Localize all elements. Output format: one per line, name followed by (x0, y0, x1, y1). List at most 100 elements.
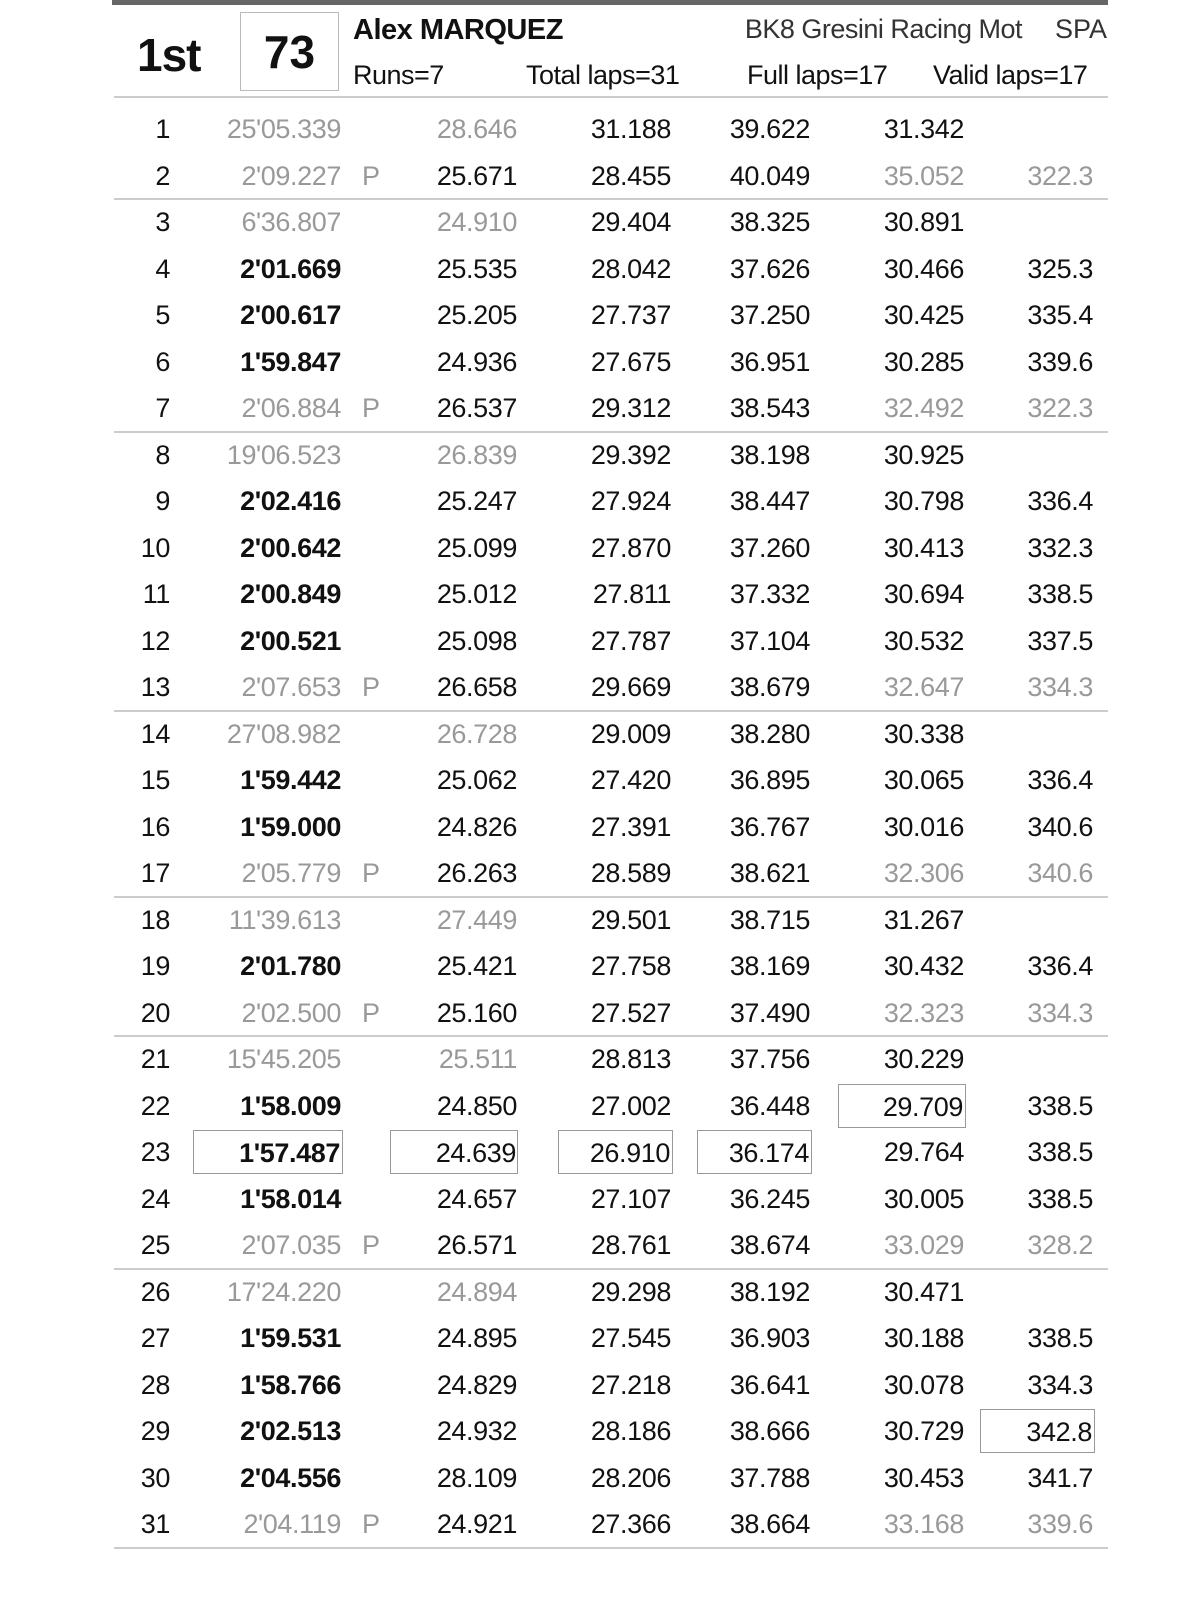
sector-1: 24.639 (390, 1130, 518, 1174)
sector-1: 25.671 (436, 160, 518, 191)
top-speed (980, 432, 1095, 478)
sector-3: 38.664 (729, 1509, 811, 1539)
lap-row: 21 15'45.205 25.511 28.813 37.756 30.229 (0, 1036, 1200, 1082)
sector-2: 28.813 (590, 1044, 672, 1074)
lap-time: 1'58.009 (240, 1090, 341, 1121)
pit-marker (362, 1129, 388, 1175)
position: 1st (137, 29, 201, 81)
sector-2: 27.107 (590, 1183, 672, 1214)
pit-marker (362, 432, 388, 478)
sector-2: 27.391 (590, 811, 672, 842)
lap-row: 16 1'59.000 24.826 27.391 36.767 30.016 340.6 (0, 804, 1200, 850)
top-border (112, 0, 1108, 5)
sector-1: 24.657 (436, 1183, 518, 1214)
sector-4: 30.891 (883, 207, 965, 237)
sector-1: 25.099 (436, 532, 518, 563)
lap-number: 25 (140, 1230, 171, 1260)
top-speed: 338.5 (1027, 1323, 1093, 1353)
lap-time: 19'06.523 (226, 439, 342, 470)
sector-1: 26.728 (436, 718, 518, 749)
top-speed: 322.3 (1027, 393, 1093, 423)
sector-1: 25.098 (436, 625, 518, 656)
sector-4: 30.065 (883, 765, 965, 795)
sector-1: 25.247 (436, 486, 518, 516)
lap-time: 1'58.766 (240, 1369, 341, 1400)
sector-2: 28.455 (590, 160, 672, 191)
top-speed (980, 1269, 1095, 1315)
lap-number: 6 (155, 346, 170, 377)
sector-2: 28.589 (590, 858, 672, 888)
pit-marker (362, 246, 388, 292)
sector-3: 37.332 (729, 579, 811, 609)
sector-1: 26.571 (436, 1230, 518, 1260)
lap-number: 18 (140, 904, 171, 935)
sector-2: 27.787 (590, 625, 672, 656)
sector-2: 28.042 (590, 253, 672, 284)
pit-marker: P (362, 393, 380, 423)
lap-number: 16 (140, 811, 171, 842)
lap-time: 6'36.807 (241, 207, 341, 237)
sector-1: 26.263 (436, 858, 518, 888)
sector-3: 36.448 (729, 1090, 811, 1121)
sector-1: 24.932 (436, 1416, 518, 1446)
pit-marker (362, 339, 388, 385)
sector-1: 24.921 (436, 1509, 518, 1539)
sector-2: 27.675 (590, 346, 672, 377)
pit-marker (362, 292, 388, 338)
run-divider (114, 198, 1108, 200)
top-speed: 336.4 (1027, 486, 1093, 516)
lap-row: 12 2'00.521 25.098 27.787 37.104 30.532 337.5 (0, 618, 1200, 664)
top-speed (980, 1036, 1095, 1082)
sector-3: 36.903 (729, 1323, 811, 1353)
lap-time: 1'59.531 (240, 1323, 341, 1353)
sector-2: 27.924 (590, 486, 672, 516)
top-speed: 334.3 (1027, 997, 1093, 1028)
sector-2: 29.009 (590, 718, 672, 749)
sector-3: 37.756 (729, 1044, 811, 1074)
pit-marker (362, 1362, 388, 1408)
sector-3: 38.169 (729, 951, 811, 981)
lap-number: 9 (155, 486, 170, 516)
top-speed: 338.5 (1027, 579, 1093, 609)
sector-2: 27.527 (590, 997, 672, 1028)
sector-1: 27.449 (436, 904, 518, 935)
top-speed (980, 711, 1095, 757)
lap-row: 3 6'36.807 24.910 29.404 38.325 30.891 (0, 199, 1200, 245)
lap-number: 2 (155, 160, 170, 191)
run-divider (114, 1546, 1108, 1549)
pit-marker (362, 897, 388, 943)
sector-3: 36.895 (729, 765, 811, 795)
pit-marker (362, 1408, 388, 1454)
sector-4: 30.425 (883, 300, 965, 330)
sector-1: 24.894 (436, 1276, 518, 1307)
sector-2: 29.298 (590, 1276, 672, 1307)
sector-3: 37.250 (729, 300, 811, 330)
lap-number: 11 (142, 579, 171, 609)
sector-2: 28.186 (590, 1416, 672, 1446)
sector-4: 30.188 (883, 1323, 965, 1353)
sector-4: 32.306 (883, 858, 965, 888)
valid-laps: Valid laps=17 (933, 60, 1088, 90)
lap-number: 31 (140, 1509, 171, 1539)
sector-1: 24.936 (436, 346, 518, 377)
lap-row: 15 1'59.442 25.062 27.420 36.895 30.065 336.4 (0, 757, 1200, 803)
sector-3: 38.543 (729, 393, 811, 423)
sector-2: 29.669 (590, 672, 672, 702)
lap-row: 24 1'58.014 24.657 27.107 36.245 30.005 338.5 (0, 1176, 1200, 1222)
sector-4: 29.709 (838, 1083, 966, 1128)
sector-1: 26.658 (436, 672, 518, 702)
lap-row: 8 19'06.523 26.839 29.392 38.198 30.925 (0, 432, 1200, 478)
lap-number: 23 (140, 1137, 171, 1167)
lap-time: 17'24.220 (226, 1276, 342, 1307)
lap-time: 2'02.513 (240, 1416, 341, 1446)
sector-4: 30.016 (883, 811, 965, 842)
lap-row: 27 1'59.531 24.895 27.545 36.903 30.188 338.5 (0, 1315, 1200, 1361)
lap-row: 23 1'57.487 24.639 26.910 36.174 29.764 338.5 (0, 1129, 1200, 1175)
top-speed: 339.6 (1027, 1509, 1093, 1539)
sector-1: 24.850 (436, 1090, 518, 1121)
sector-1: 25.421 (436, 951, 518, 981)
sector-4: 30.694 (883, 579, 965, 609)
lap-row: 7 2'06.884 P 26.537 29.312 38.543 32.492 322.3 (0, 385, 1200, 431)
lap-time: 2'00.521 (240, 625, 341, 656)
top-speed: 339.6 (1027, 346, 1093, 377)
